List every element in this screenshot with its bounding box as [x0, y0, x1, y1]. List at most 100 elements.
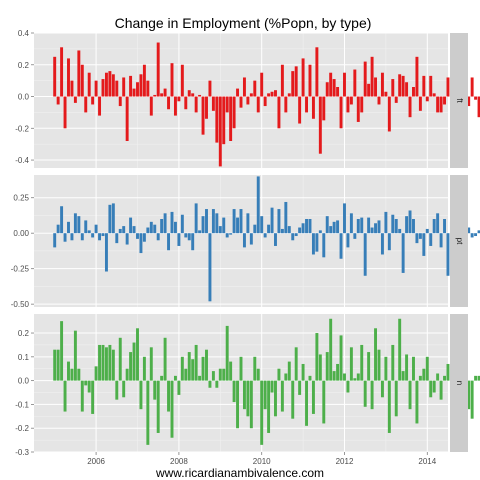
- bar: [280, 64, 284, 97]
- bar: [201, 96, 205, 135]
- bar: [222, 368, 226, 381]
- bar: [322, 233, 326, 258]
- bar: [422, 368, 426, 381]
- bar: [363, 233, 367, 276]
- bar: [94, 224, 98, 234]
- bar: [436, 96, 440, 113]
- bar: [84, 96, 88, 113]
- bar: [129, 217, 133, 234]
- x-axis: 2006 2008 2010 2012 2014: [87, 452, 437, 466]
- bar: [177, 233, 181, 246]
- bar: [467, 227, 471, 234]
- bar: [132, 88, 136, 97]
- bar: [242, 77, 246, 97]
- bar: [56, 224, 60, 234]
- bar: [201, 356, 205, 381]
- bar: [322, 96, 326, 121]
- bar: [349, 96, 353, 105]
- bar: [63, 233, 67, 242]
- source-caption: www.ricardianambivalence.com: [155, 466, 324, 480]
- bar: [401, 233, 405, 273]
- bar: [70, 80, 74, 97]
- bar: [363, 380, 367, 407]
- facet-panels: 0.40.20.0-0.2-0.4ft0.250.00-0.25-0.50pt0…: [11, 29, 480, 457]
- facet-strip: [450, 33, 468, 168]
- bar: [291, 380, 295, 419]
- bar: [218, 368, 222, 381]
- bar: [374, 77, 377, 97]
- bar: [91, 233, 95, 238]
- bar: [225, 233, 229, 238]
- bar: [173, 221, 177, 234]
- bar: [346, 380, 350, 393]
- bar: [470, 233, 474, 238]
- bar: [198, 230, 202, 234]
- bar: [153, 224, 157, 234]
- bar: [146, 227, 150, 234]
- bar: [77, 368, 81, 381]
- bar: [125, 96, 129, 141]
- bar: [436, 213, 440, 234]
- bar: [98, 233, 102, 241]
- bar: [470, 77, 474, 97]
- y-tick-label: 0.00: [13, 229, 29, 238]
- bar: [415, 56, 419, 97]
- bar: [53, 349, 57, 381]
- bar: [277, 368, 281, 381]
- bar: [63, 380, 67, 412]
- bar: [446, 363, 450, 381]
- panel-n: 0.2 0.1 0.0 -0.1 -0.2 -0.3 n: [15, 314, 480, 457]
- bar: [332, 221, 336, 234]
- bar: [249, 380, 253, 429]
- bar: [101, 79, 105, 97]
- bar: [149, 96, 153, 116]
- bar: [149, 347, 153, 381]
- bar: [422, 75, 426, 97]
- bar: [325, 82, 329, 97]
- bar: [363, 61, 367, 97]
- bar: [346, 96, 350, 113]
- bar: [298, 227, 302, 234]
- facet-strip: [450, 314, 468, 452]
- bar: [60, 47, 64, 97]
- bar: [339, 335, 343, 381]
- bar: [315, 333, 319, 381]
- bar: [336, 363, 340, 381]
- bar: [418, 233, 422, 239]
- bar: [429, 380, 433, 398]
- bar: [298, 380, 302, 395]
- chart-title: Change in Employment (%Popn, by type): [115, 15, 372, 31]
- y-tick-label: 0.0: [18, 377, 30, 386]
- bar: [249, 233, 253, 245]
- bar: [67, 221, 70, 234]
- bar: [329, 226, 333, 234]
- bar: [149, 221, 153, 234]
- x-tick-label: 2006: [87, 457, 105, 466]
- bar: [367, 217, 371, 234]
- bar: [232, 96, 236, 129]
- bar: [122, 226, 126, 234]
- bar: [246, 96, 250, 105]
- bar: [53, 56, 57, 97]
- bar: [408, 96, 412, 118]
- bar: [256, 176, 260, 234]
- bar: [229, 96, 233, 141]
- bar: [277, 209, 281, 234]
- bar: [353, 69, 357, 97]
- bar: [443, 96, 446, 105]
- bar: [443, 375, 446, 381]
- facet-strip-label: ft: [455, 98, 464, 103]
- bar: [218, 226, 222, 234]
- bar: [208, 233, 212, 302]
- bar: [308, 375, 312, 381]
- bar: [77, 50, 81, 97]
- bar: [336, 87, 340, 97]
- bar: [139, 74, 143, 97]
- bar: [225, 96, 229, 113]
- bar: [439, 96, 443, 113]
- bar: [73, 330, 77, 381]
- bar: [136, 328, 139, 381]
- bar: [374, 223, 377, 234]
- bar: [260, 216, 264, 234]
- panel-background: [34, 314, 448, 452]
